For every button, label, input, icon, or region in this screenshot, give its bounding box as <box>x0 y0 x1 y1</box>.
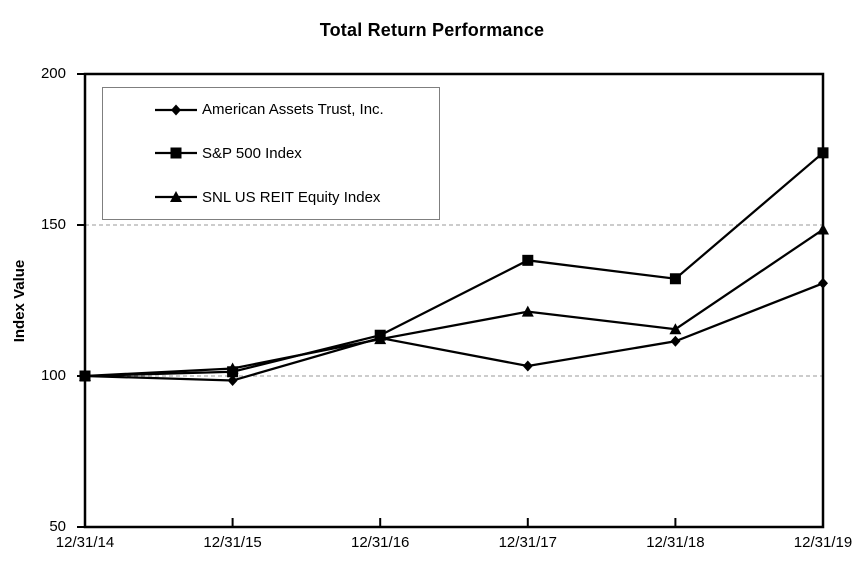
triangle-marker <box>79 370 91 381</box>
triangle-marker <box>226 362 239 374</box>
triangle-marker <box>817 223 829 235</box>
legend-label: SNL US REIT Equity Index <box>202 188 381 206</box>
diamond-marker <box>227 375 238 387</box>
legend-item: S&P 500 Index <box>155 145 439 162</box>
diamond-marker <box>818 277 828 289</box>
legend-label: American Assets Trust, Inc. <box>202 101 384 119</box>
diamond-marker <box>670 335 681 347</box>
series-triangle <box>79 223 829 381</box>
triangle-marker <box>521 305 534 317</box>
triangle-marker <box>170 191 182 203</box>
square-marker <box>170 147 182 159</box>
triangle-marker <box>374 333 387 345</box>
chart-title: Total Return Performance <box>319 20 545 40</box>
legend-triangle-marker-icon <box>155 191 197 203</box>
legend-label: S&P 500 Index <box>202 144 302 162</box>
diamond-marker <box>171 104 181 116</box>
series-line <box>84 151 824 378</box>
square-marker <box>522 254 534 266</box>
legend-item: SNL US REIT Equity Index <box>155 189 439 206</box>
legend-diamond-marker-icon <box>155 104 197 116</box>
diamond-marker <box>522 360 533 372</box>
legend-square-marker-icon <box>155 147 197 159</box>
legend-item: American Assets Trust, Inc. <box>155 101 439 118</box>
square-marker <box>817 147 829 159</box>
triangle-marker <box>669 323 682 335</box>
series-line <box>84 282 824 382</box>
legend: American Assets Trust, Inc. S&P 500 Index… <box>102 87 440 220</box>
square-marker <box>669 273 681 285</box>
plot-border <box>83 72 825 529</box>
series-line <box>84 228 824 378</box>
